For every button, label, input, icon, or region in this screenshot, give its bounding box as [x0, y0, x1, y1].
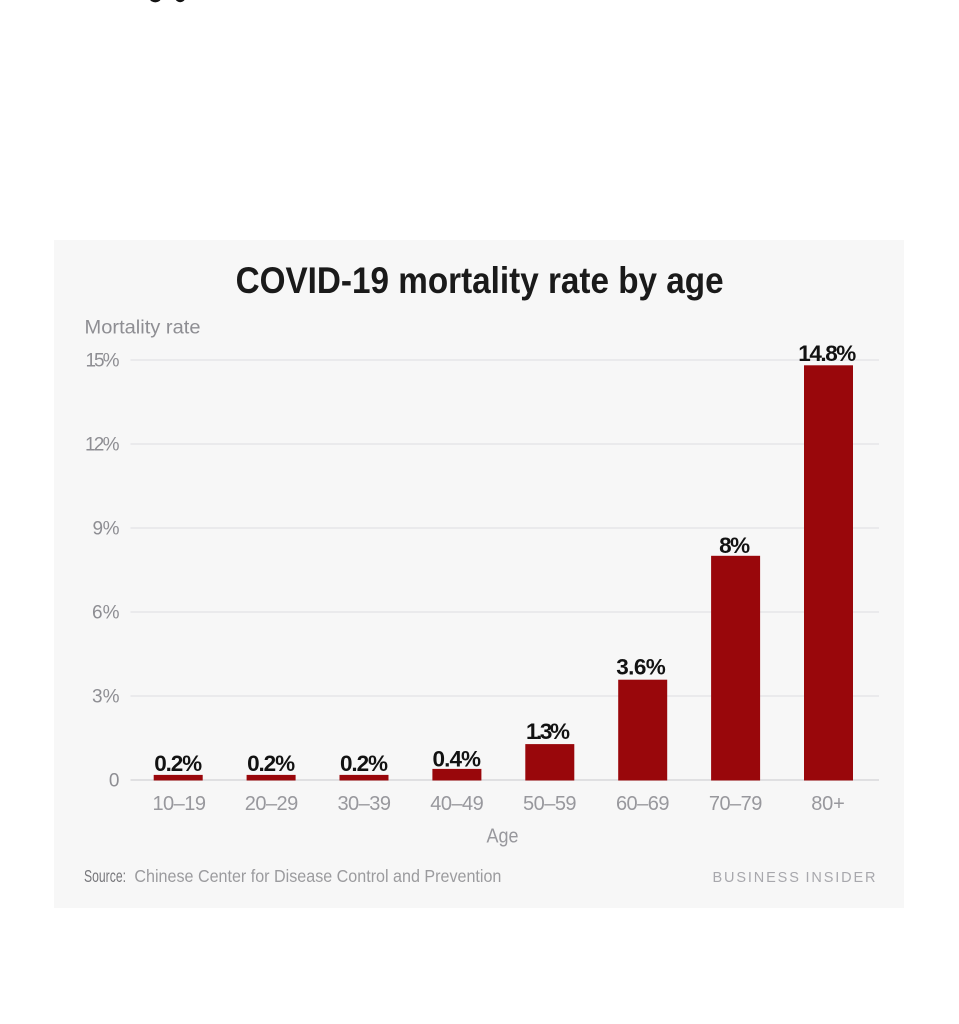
svg-text:10–19: 10–19 [152, 793, 206, 815]
svg-text:Chinese Center for Disease Con: Chinese Center for Disease Control and P… [134, 866, 501, 886]
svg-text:50–59: 50–59 [523, 793, 577, 815]
svg-text:12%: 12% [85, 435, 120, 456]
svg-text:3%: 3% [92, 687, 120, 708]
svg-text:3.6%: 3.6% [616, 655, 666, 680]
svg-text:70–79: 70–79 [709, 793, 763, 815]
svg-text:60–69: 60–69 [616, 793, 670, 815]
svg-text:COVID-19 mortality rate by age: COVID-19 mortality rate by age [236, 260, 724, 301]
svg-text:80+: 80+ [811, 793, 845, 815]
svg-text:9%: 9% [93, 519, 120, 540]
svg-text:0.2%: 0.2% [340, 751, 388, 776]
svg-text:14.8%: 14.8% [798, 341, 856, 366]
svg-text:1.3%: 1.3% [526, 719, 570, 744]
svg-text:Source:: Source: [84, 866, 126, 886]
svg-text:40–49: 40–49 [430, 793, 484, 815]
svg-text:Mortality rate: Mortality rate [85, 318, 201, 339]
svg-text:BUSINESS INSIDER: BUSINESS INSIDER [713, 870, 879, 886]
svg-text:30–39: 30–39 [337, 793, 391, 815]
svg-text:0: 0 [109, 771, 120, 792]
svg-text:0.2%: 0.2% [154, 751, 202, 776]
svg-text:20–29: 20–29 [245, 793, 299, 815]
svg-text:15%: 15% [86, 351, 120, 372]
svg-text:Age: Age [487, 826, 519, 848]
svg-text:8%: 8% [719, 533, 750, 558]
svg-text:0.2%: 0.2% [247, 751, 295, 776]
svg-text:0.4%: 0.4% [433, 746, 482, 771]
svg-text:6%: 6% [92, 603, 120, 624]
